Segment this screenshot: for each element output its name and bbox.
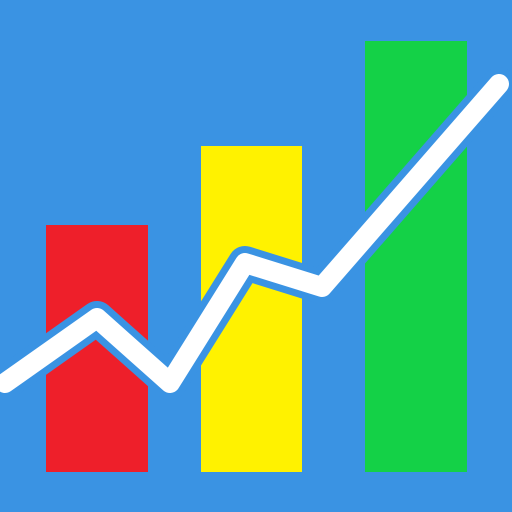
green-bar xyxy=(365,41,467,472)
trend-line xyxy=(0,74,509,393)
